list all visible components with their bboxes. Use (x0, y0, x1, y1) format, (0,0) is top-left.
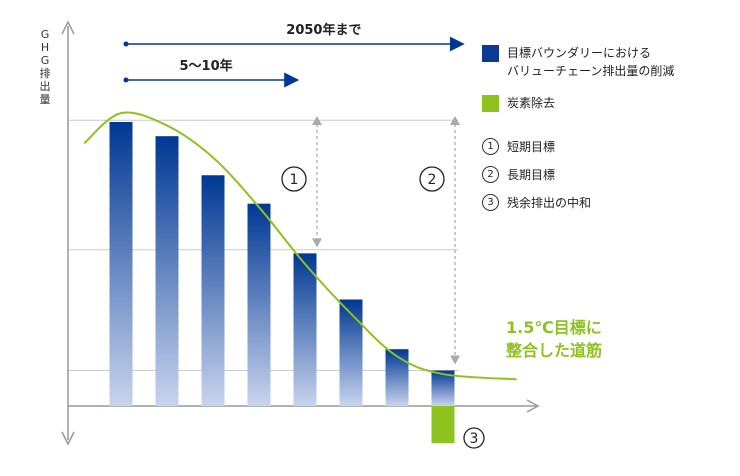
gap-arrow-head-top (450, 116, 460, 125)
y-axis-label-char: 出 (39, 80, 51, 93)
gap-badge-number: 2 (428, 172, 437, 188)
neutralization-badge (463, 427, 485, 449)
gap-badge-number: 1 (290, 172, 299, 188)
gap-badge (281, 166, 307, 192)
gap-arrow-head-bottom (312, 238, 322, 248)
emission-bar (201, 175, 225, 406)
legend-neutralization: 3 残余排出の中和 (482, 194, 732, 211)
legend-number-badge: 1 (482, 138, 499, 155)
emission-bar (339, 299, 363, 406)
emission-bar (109, 122, 133, 406)
y-axis-label-char: 量 (39, 93, 51, 106)
legend-item-removal: 炭素除去 (482, 94, 732, 112)
gap-badge (419, 166, 445, 192)
gap-arrow-head-top (312, 116, 322, 125)
legend-label-removal: 炭素除去 (507, 96, 556, 110)
legend-short-term: 1 短期目標 (482, 138, 732, 155)
legend-long-term: 2 長期目標 (482, 166, 732, 183)
pathway-label: 1.5℃目標に 整合した道筋 (506, 316, 602, 362)
pathway-label-line1: 1.5℃目標に (506, 318, 602, 337)
y-axis-arrow-down (61, 431, 75, 446)
emission-bar (247, 203, 271, 406)
y-axis-label-char: G (40, 28, 50, 41)
pathway-curve (83, 111, 517, 381)
neutralization-badge-number: 3 (470, 431, 479, 447)
bars (109, 122, 455, 406)
y-axis-label-char: H (40, 41, 50, 54)
pathway-curve-group (83, 111, 517, 381)
y-axis-label: G H G 排 出 量 (38, 28, 52, 106)
y-axis-label-char: 排 (39, 67, 51, 80)
emission-bar (385, 349, 409, 406)
legend-swatch-removal (482, 95, 499, 112)
x-axis-arrow (526, 399, 540, 413)
removal-bars: 3 (431, 406, 485, 449)
time-arrows: 2050年まで 5〜10年 (123, 22, 465, 88)
emission-bar (155, 136, 179, 406)
removal-bar (431, 406, 455, 444)
emission-bar (293, 253, 317, 406)
y-axis-label-char: G (40, 54, 50, 67)
legend-short-term-label: 短期目標 (507, 140, 556, 154)
legend-item-reduction: 目標バウンダリーにおける バリューチェーン排出量の削減 (482, 44, 732, 80)
legend-number-badge: 3 (482, 194, 499, 211)
time-arrow-label: 5〜10年 (180, 58, 233, 74)
gap-arrow-head-bottom (450, 355, 460, 365)
legend: 目標バウンダリーにおける バリューチェーン排出量の削減 炭素除去 1 短期目標 … (482, 44, 732, 222)
time-arrow-label: 2050年まで (286, 22, 361, 38)
legend-label-reduction: 目標バウンダリーにおける バリューチェーン排出量の削減 (507, 46, 675, 78)
legend-neutralization-label: 残余排出の中和 (507, 196, 592, 210)
emission-bar (431, 370, 455, 406)
legend-swatch-reduction (482, 45, 499, 62)
pathway-label-line2: 整合した道筋 (506, 341, 603, 360)
y-axis-arrow-up (61, 20, 75, 35)
legend-long-term-label: 長期目標 (507, 168, 556, 182)
legend-number-badge: 2 (482, 166, 499, 183)
